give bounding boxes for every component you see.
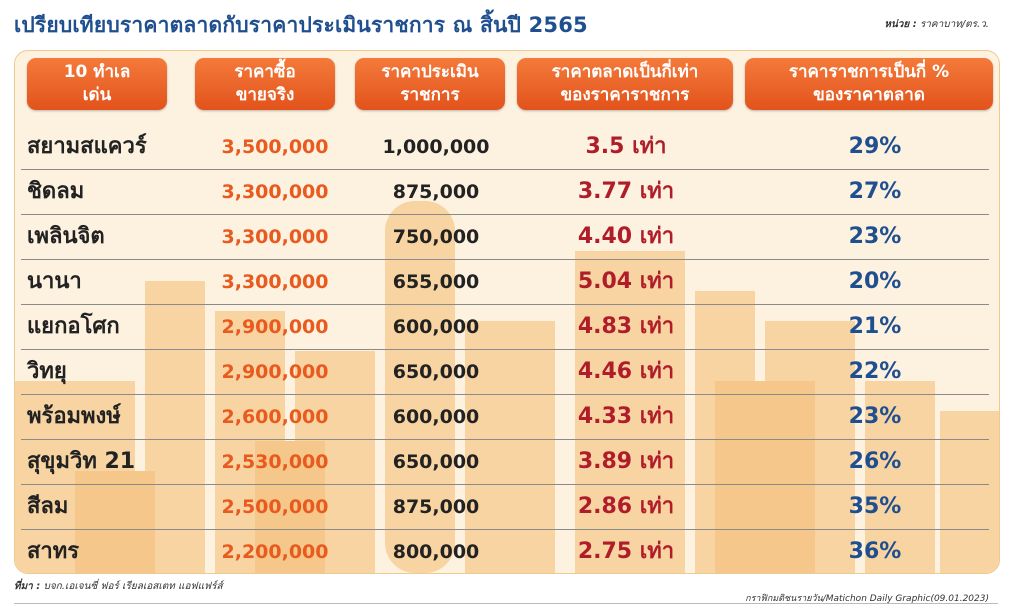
header-market-ratio-line1: ราคาตลาดเป็นกี่เท่า — [551, 62, 699, 82]
header-location-line1: 10 ทำเล — [63, 62, 131, 82]
location-name: สีลม — [27, 494, 69, 519]
unit-note: หน่วย : ราคาบาท/ตร.ว. — [884, 17, 989, 32]
market-ratio: 4.83 เท่า — [577, 314, 675, 339]
table-row: สาทร 2,200,000 800,000 2.75 เท่า 36% — [21, 530, 989, 573]
location-name: สาทร — [27, 539, 80, 564]
market-ratio: 3.89 เท่า — [577, 449, 675, 474]
assessed-price: 650,000 — [392, 361, 480, 383]
sale-price: 2,600,000 — [221, 406, 329, 428]
location-name: นานา — [27, 269, 82, 294]
table-row: สีลม 2,500,000 875,000 2.86 เท่า 35% — [21, 485, 989, 530]
sale-price: 2,500,000 — [221, 496, 329, 518]
header-assessed-price-line1: ราคาประเมิน — [381, 62, 479, 82]
table-row: ชิดลม 3,300,000 875,000 3.77 เท่า 27% — [21, 170, 989, 215]
assessed-percent: 21% — [848, 314, 902, 339]
unit-value: ราคาบาท/ตร.ว. — [919, 19, 989, 30]
assessed-price: 750,000 — [392, 226, 480, 248]
market-ratio: 3.5 เท่า — [585, 134, 667, 159]
source-label: ที่มา : — [14, 581, 41, 592]
location-name: ชิดลม — [27, 179, 85, 204]
assessed-price: 875,000 — [392, 496, 480, 518]
assessed-percent: 23% — [848, 224, 902, 249]
page-title: เปรียบเทียบราคาตลาดกับราคาประเมินราชการ … — [14, 13, 588, 37]
assessed-price: 875,000 — [392, 181, 480, 203]
header-location-line2: เด่น — [82, 85, 112, 105]
header-market-ratio: ราคาตลาดเป็นกี่เท่า ของราคาราชการ — [517, 58, 733, 110]
sale-price: 3,300,000 — [221, 181, 329, 203]
sale-price: 2,900,000 — [221, 316, 329, 338]
header-sale-price-line1: ราคาซื้อ — [234, 62, 296, 82]
city-skyline-background — [15, 201, 999, 573]
sale-price: 2,900,000 — [221, 361, 329, 383]
table-row: เพลินจิต 3,300,000 750,000 4.40 เท่า 23% — [21, 215, 989, 260]
assessed-percent: 20% — [848, 269, 902, 294]
assessed-percent: 23% — [848, 404, 902, 429]
header-assessed-price-line2: ราชการ — [400, 85, 460, 105]
location-name: เพลินจิต — [27, 224, 105, 249]
header-assessed-price: ราคาประเมิน ราชการ — [355, 58, 505, 110]
header-assessed-percent: ราคาราชการเป็นกี่ % ของราคาตลาด — [745, 58, 993, 110]
assessed-percent: 27% — [848, 179, 902, 204]
market-ratio: 4.33 เท่า — [577, 404, 675, 429]
sale-price: 3,300,000 — [221, 226, 329, 248]
graphic-credit: กราฟิกมติชนรายวัน/Matichon Daily Graphic… — [745, 594, 989, 604]
source-value: บจก.เอเจนซี่ ฟอร์ เรียลเอสเตท แอฟแฟร์ส์ — [43, 581, 223, 592]
table-row: นานา 3,300,000 655,000 5.04 เท่า 20% — [21, 260, 989, 305]
sale-price: 2,530,000 — [221, 451, 329, 473]
header-assessed-percent-line2: ของราคาตลาด — [813, 85, 925, 105]
assessed-percent: 36% — [848, 539, 902, 564]
market-ratio: 4.40 เท่า — [577, 224, 675, 249]
table-row: สุขุมวิท 21 2,530,000 650,000 3.89 เท่า … — [21, 440, 989, 485]
unit-label: หน่วย : — [884, 19, 917, 30]
assessed-price: 600,000 — [392, 316, 480, 338]
sale-price: 2,200,000 — [221, 541, 329, 563]
assessed-price: 655,000 — [392, 271, 480, 293]
sale-price: 3,500,000 — [221, 136, 329, 158]
table-row: สยามสแควร์ 3,500,000 1,000,000 3.5 เท่า … — [21, 125, 989, 170]
assessed-percent: 26% — [848, 449, 902, 474]
header-sale-price-line2: ขายจริง — [235, 85, 295, 105]
sale-price: 3,300,000 — [221, 271, 329, 293]
assessed-percent: 35% — [848, 494, 902, 519]
location-name: สยามสแควร์ — [27, 134, 147, 159]
header-location: 10 ทำเล เด่น — [27, 58, 167, 110]
location-name: วิทยุ — [27, 359, 67, 384]
market-ratio: 3.77 เท่า — [577, 179, 675, 204]
assessed-price: 1,000,000 — [382, 136, 490, 158]
header-assessed-percent-line1: ราคาราชการเป็นกี่ % — [788, 62, 950, 82]
assessed-price: 600,000 — [392, 406, 480, 428]
market-ratio: 5.04 เท่า — [577, 269, 675, 294]
location-name: สุขุมวิท 21 — [27, 449, 136, 474]
location-name: พร้อมพงษ์ — [27, 404, 121, 429]
assessed-percent: 22% — [848, 359, 902, 384]
assessed-price: 650,000 — [392, 451, 480, 473]
footer-divider — [14, 603, 998, 604]
table-row: แยกอโศก 2,900,000 600,000 4.83 เท่า 21% — [21, 305, 989, 350]
table-row: พร้อมพงษ์ 2,600,000 600,000 4.33 เท่า 23… — [21, 395, 989, 440]
market-ratio: 4.46 เท่า — [577, 359, 675, 384]
table-row: วิทยุ 2,900,000 650,000 4.46 เท่า 22% — [21, 350, 989, 395]
market-ratio: 2.86 เท่า — [577, 494, 675, 519]
source-note: ที่มา : บจก.เอเจนซี่ ฟอร์ เรียลเอสเตท แอ… — [14, 579, 223, 594]
market-ratio: 2.75 เท่า — [577, 539, 675, 564]
assessed-percent: 29% — [848, 134, 902, 159]
table-panel: 10 ทำเล เด่น ราคาซื้อ ขายจริง ราคาประเมิ… — [14, 50, 1000, 574]
header-sale-price: ราคาซื้อ ขายจริง — [195, 58, 335, 110]
location-name: แยกอโศก — [27, 314, 120, 339]
assessed-price: 800,000 — [392, 541, 480, 563]
header-market-ratio-line2: ของราคาราชการ — [560, 85, 690, 105]
